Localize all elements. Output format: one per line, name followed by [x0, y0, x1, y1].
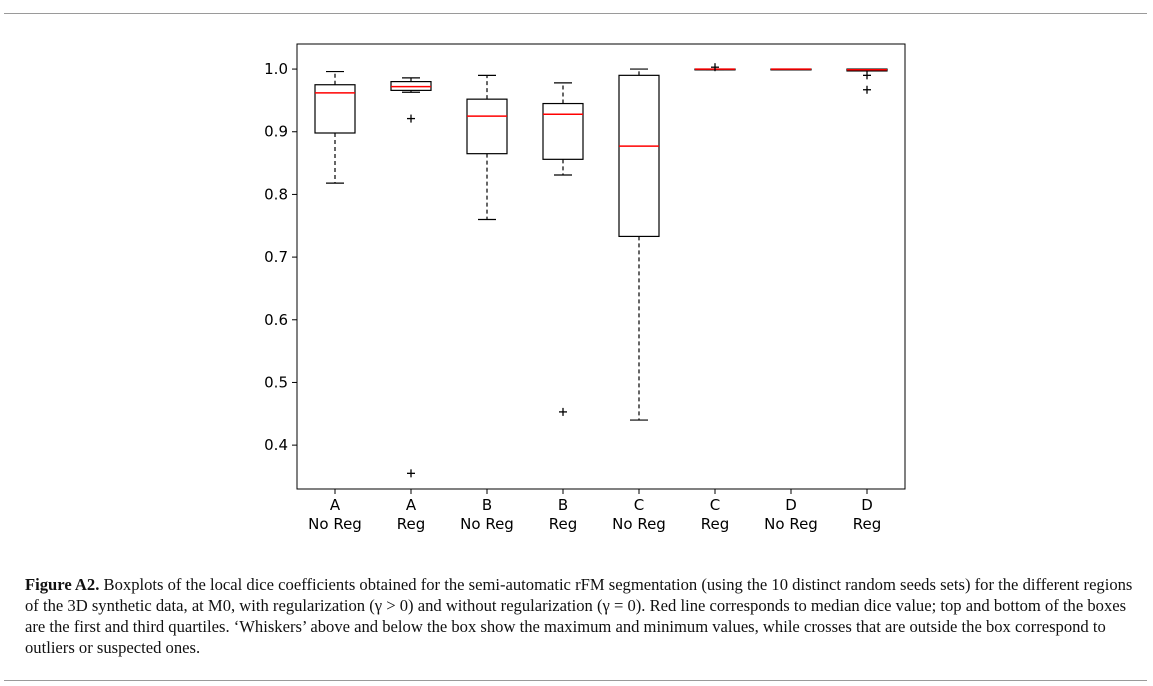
outlier-marker	[863, 85, 871, 94]
figure-label: Figure A2.	[25, 575, 100, 594]
y-tick-label: 0.5	[264, 373, 288, 391]
x-tick-label-line1: A	[330, 496, 341, 514]
x-tick-label-line2: Reg	[397, 515, 426, 533]
plot-area	[296, 43, 906, 490]
iqr-box	[466, 98, 508, 155]
figure-frame	[4, 13, 1147, 681]
outlier-marker	[559, 407, 567, 416]
box-group	[770, 68, 812, 71]
box-group	[466, 74, 508, 221]
x-tick-label-line1: D	[785, 496, 797, 514]
box-group	[542, 82, 584, 416]
y-tick-label: 0.7	[264, 248, 288, 266]
x-tick-label-line2: Reg	[549, 515, 578, 533]
outlier-marker	[863, 71, 871, 80]
figure-caption: Figure A2. Boxplots of the local dice co…	[25, 574, 1135, 658]
boxes-layer	[314, 63, 888, 478]
x-tick-label-line2: Reg	[701, 515, 730, 533]
box-group	[618, 68, 660, 421]
x-tick-label-line2: No Reg	[308, 515, 362, 533]
x-tick-label-line1: D	[861, 496, 873, 514]
x-tick-label-line2: No Reg	[460, 515, 514, 533]
iqr-box	[618, 74, 660, 238]
x-tick-label-line1: A	[406, 496, 417, 514]
iqr-box	[542, 102, 584, 160]
x-tick-label-line1: B	[558, 496, 568, 514]
figure-caption-text: Boxplots of the local dice coefficients …	[25, 575, 1133, 657]
y-tick-label: 1.0	[264, 60, 288, 78]
outlier-marker	[407, 469, 415, 478]
y-tick-label: 0.6	[264, 311, 288, 329]
x-tick-label-line2: No Reg	[612, 515, 666, 533]
box-group	[694, 63, 736, 72]
x-tick-label-line1: C	[710, 496, 720, 514]
outlier-marker	[711, 63, 719, 72]
box-group	[314, 70, 356, 184]
box-group	[390, 77, 432, 478]
x-tick-label-line2: No Reg	[764, 515, 818, 533]
y-axis: 0.4 0.5 0.6 0.7 0.8 0.9 1.0	[264, 60, 297, 454]
outlier-marker	[407, 114, 415, 123]
x-tick-label-line1: C	[634, 496, 644, 514]
box-group	[846, 68, 888, 94]
y-tick-label: 0.9	[264, 123, 288, 141]
x-tick-label-line2: Reg	[853, 515, 882, 533]
y-tick-label: 0.4	[264, 436, 288, 454]
y-tick-label: 0.8	[264, 185, 288, 203]
x-tick-label-line1: B	[482, 496, 492, 514]
iqr-box	[314, 84, 356, 134]
